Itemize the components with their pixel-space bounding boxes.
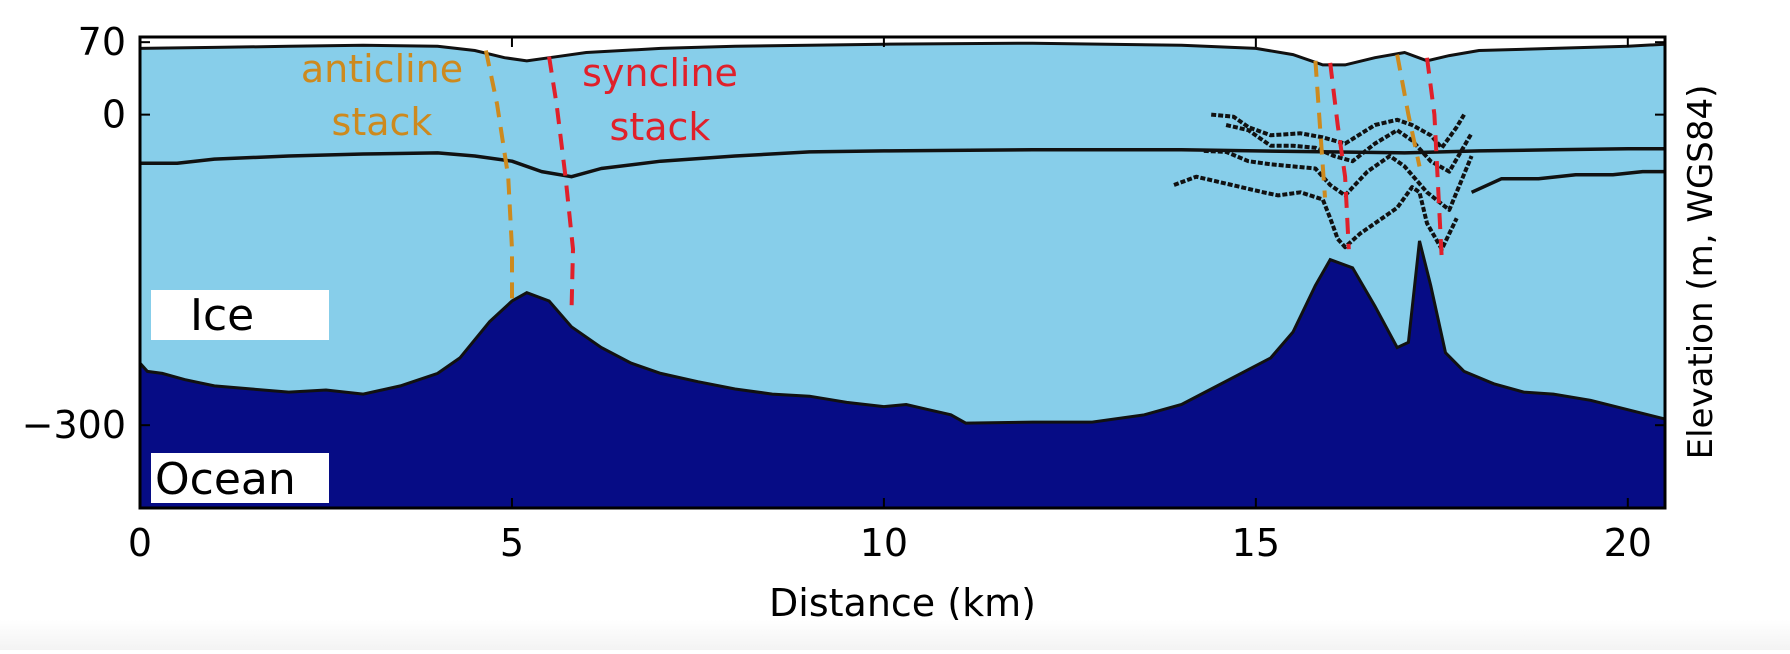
plot-clip-group xyxy=(140,41,1665,508)
syncline-label-line1: syncline xyxy=(582,51,738,95)
ocean-label-box xyxy=(151,453,329,503)
y-axis-label: Elevation (m, WGS84) xyxy=(1681,85,1721,460)
anticline-trace-1 xyxy=(483,50,514,307)
ice-region xyxy=(140,43,1665,424)
anticline-label-line1: anticline xyxy=(301,47,463,91)
y-tick-label: −300 xyxy=(22,403,126,447)
ocean-region xyxy=(140,240,1665,508)
anticline-label-line2: stack xyxy=(332,100,433,144)
syncline-trace-3 xyxy=(1425,57,1444,260)
layer-15km-3-line xyxy=(1203,148,1474,212)
syncline-label-line2: stack xyxy=(610,105,711,149)
layer-15km-2-line xyxy=(1225,123,1474,174)
x-tick-label: 15 xyxy=(1232,521,1280,565)
ocean-label: Ocean xyxy=(155,454,296,505)
ice-label: Ice xyxy=(190,290,254,341)
axes-layer: 0 5 10 15 20 70 0 −300 Distance (km) Elevation (m… xyxy=(22,20,1721,625)
anticline-trace-3 xyxy=(1395,54,1422,167)
x-tick-label: 10 xyxy=(860,521,908,565)
ice-surface-line xyxy=(140,41,1665,67)
x-tick-label: 20 xyxy=(1604,521,1652,565)
page-bottom-band xyxy=(0,620,1790,650)
ice-label-box xyxy=(151,290,329,340)
plot-frame xyxy=(138,35,1667,510)
internal-layer-lower-line xyxy=(1470,169,1665,194)
layer-15km-4-line xyxy=(1173,174,1459,252)
layer-15km-1-line xyxy=(1211,112,1466,150)
syncline-trace-2 xyxy=(1328,62,1351,250)
y-tick-label: 0 xyxy=(102,93,126,137)
internal-layer-upper-line xyxy=(140,147,1665,179)
plot-layer: Ice Ocean anticline stack syncline stack xyxy=(140,41,1665,508)
x-tick-label: 0 xyxy=(128,521,152,565)
y-tick-label: 70 xyxy=(78,20,126,64)
syncline-trace-1 xyxy=(547,56,576,312)
anticline-trace-2 xyxy=(1313,60,1327,198)
bed-line xyxy=(140,240,1665,425)
x-axis-label: Distance (km) xyxy=(769,581,1036,625)
x-tick-label: 5 xyxy=(500,521,524,565)
